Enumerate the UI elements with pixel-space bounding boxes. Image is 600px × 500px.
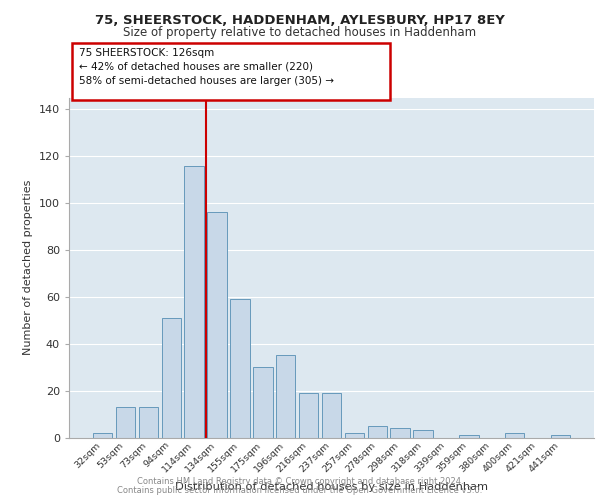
Text: 75, SHEERSTOCK, HADDENHAM, AYLESBURY, HP17 8EY: 75, SHEERSTOCK, HADDENHAM, AYLESBURY, HP… (95, 14, 505, 27)
Text: Contains public sector information licensed under the Open Government Licence v3: Contains public sector information licen… (118, 486, 482, 495)
Bar (299, 393, 319, 438)
Bar (184, 166, 204, 438)
Bar (459, 435, 479, 438)
Bar (161, 318, 181, 438)
Bar (391, 428, 410, 438)
Text: Size of property relative to detached houses in Haddenham: Size of property relative to detached ho… (124, 26, 476, 39)
Bar (551, 435, 570, 438)
Bar (116, 407, 135, 438)
Bar (139, 407, 158, 438)
Bar (413, 430, 433, 438)
Text: Contains HM Land Registry data © Crown copyright and database right 2024.: Contains HM Land Registry data © Crown c… (137, 477, 463, 486)
X-axis label: Distribution of detached houses by size in Haddenham: Distribution of detached houses by size … (175, 482, 488, 492)
Y-axis label: Number of detached properties: Number of detached properties (23, 180, 33, 355)
Bar (505, 433, 524, 438)
Bar (253, 367, 272, 438)
Bar (368, 426, 387, 438)
Bar (93, 433, 112, 438)
Bar (208, 212, 227, 438)
Bar (230, 299, 250, 438)
Bar (322, 393, 341, 438)
Bar (276, 356, 295, 438)
Text: 75 SHEERSTOCK: 126sqm
← 42% of detached houses are smaller (220)
58% of semi-det: 75 SHEERSTOCK: 126sqm ← 42% of detached … (79, 48, 334, 86)
Bar (344, 433, 364, 438)
